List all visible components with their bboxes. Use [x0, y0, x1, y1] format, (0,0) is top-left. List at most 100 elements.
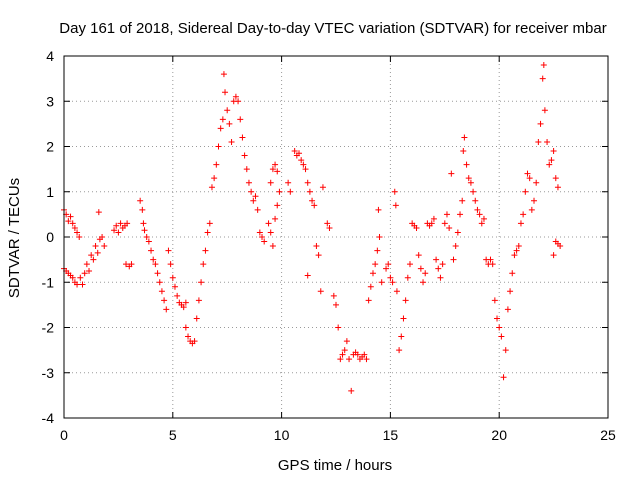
- data-point: [245, 179, 252, 186]
- data-point: [476, 211, 483, 218]
- data-point: [140, 220, 147, 227]
- data-point: [306, 188, 313, 195]
- data-point: [185, 333, 192, 340]
- data-point: [152, 261, 159, 268]
- data-point: [200, 261, 207, 268]
- data-point: [324, 220, 331, 227]
- data-point: [276, 188, 283, 195]
- data-point: [215, 143, 222, 150]
- data-point: [128, 261, 135, 268]
- data-point: [304, 179, 311, 186]
- data-point: [539, 75, 546, 82]
- data-point: [524, 170, 531, 177]
- data-point: [422, 270, 429, 277]
- data-point: [300, 161, 307, 168]
- data-point: [463, 161, 470, 168]
- data-point: [537, 120, 544, 127]
- data-point: [326, 224, 333, 231]
- x-tick-label: 25: [600, 427, 616, 443]
- data-point: [552, 175, 559, 182]
- data-point: [430, 215, 437, 222]
- data-point: [243, 166, 250, 173]
- data-point: [507, 288, 514, 295]
- data-point: [494, 315, 501, 322]
- data-point: [296, 150, 303, 157]
- data-point: [252, 193, 259, 200]
- data-point: [367, 283, 374, 290]
- data-point: [169, 274, 176, 281]
- data-point: [220, 71, 227, 78]
- data-point: [413, 224, 420, 231]
- data-point: [420, 279, 427, 286]
- data-point: [446, 224, 453, 231]
- data-point: [387, 274, 394, 281]
- data-point: [302, 166, 309, 173]
- data-point: [480, 215, 487, 222]
- data-point: [333, 301, 339, 308]
- data-point: [272, 161, 279, 168]
- data-point: [285, 179, 292, 186]
- data-point: [346, 356, 353, 363]
- data-point: [309, 197, 316, 204]
- data-point: [511, 252, 518, 259]
- data-point: [256, 229, 263, 236]
- data-point: [460, 148, 467, 155]
- data-point: [83, 261, 90, 268]
- data-point: [528, 206, 535, 213]
- data-point: [365, 297, 372, 304]
- data-point: [472, 197, 479, 204]
- data-point: [113, 222, 120, 229]
- y-tick-label: -1: [42, 274, 55, 290]
- data-point: [550, 148, 557, 155]
- data-point: [515, 243, 522, 250]
- data-point: [217, 125, 224, 132]
- y-tick-label: -2: [42, 320, 55, 336]
- data-point: [502, 347, 509, 354]
- data-point: [163, 306, 170, 313]
- x-tick-label: 15: [383, 427, 399, 443]
- data-point: [522, 188, 529, 195]
- data-point: [272, 215, 279, 222]
- chart-title: Day 161 of 2018, Sidereal Day-to-day VTE…: [59, 20, 606, 37]
- data-point: [90, 256, 97, 263]
- data-point: [454, 229, 461, 236]
- y-tick-label: 1: [46, 184, 54, 200]
- data-point: [526, 175, 533, 182]
- data-point: [504, 306, 511, 313]
- data-point: [208, 184, 215, 191]
- data-point: [182, 299, 189, 306]
- data-point: [124, 220, 131, 227]
- data-point: [513, 247, 520, 254]
- data-point: [541, 107, 548, 114]
- data-points: [61, 62, 564, 394]
- data-point: [74, 229, 81, 236]
- y-tick-label: 2: [46, 139, 54, 155]
- data-point: [161, 297, 168, 304]
- data-point: [219, 116, 226, 123]
- data-point: [406, 261, 413, 268]
- data-point: [81, 270, 88, 277]
- data-point: [376, 234, 383, 240]
- data-point: [343, 338, 350, 345]
- y-tick-label: 0: [46, 229, 54, 245]
- data-point: [167, 261, 174, 268]
- data-point: [378, 279, 385, 286]
- data-point: [287, 188, 294, 195]
- data-point: [520, 211, 527, 218]
- data-point: [156, 279, 163, 286]
- data-point: [448, 170, 455, 177]
- data-point: [241, 152, 248, 159]
- data-point: [467, 179, 474, 186]
- data-point: [226, 120, 233, 127]
- axis-ticks: 0 5 10 15 20 25 -4 -3 -2 -1 0 1 2 3 4: [42, 48, 616, 443]
- data-point: [92, 243, 99, 250]
- data-point: [117, 220, 124, 227]
- y-tick-label: -3: [42, 365, 55, 381]
- data-point: [291, 148, 298, 155]
- data-point: [459, 197, 466, 204]
- data-point: [213, 161, 220, 168]
- data-point: [317, 288, 324, 295]
- data-point: [222, 89, 229, 96]
- data-point: [391, 188, 398, 195]
- data-point: [259, 234, 266, 240]
